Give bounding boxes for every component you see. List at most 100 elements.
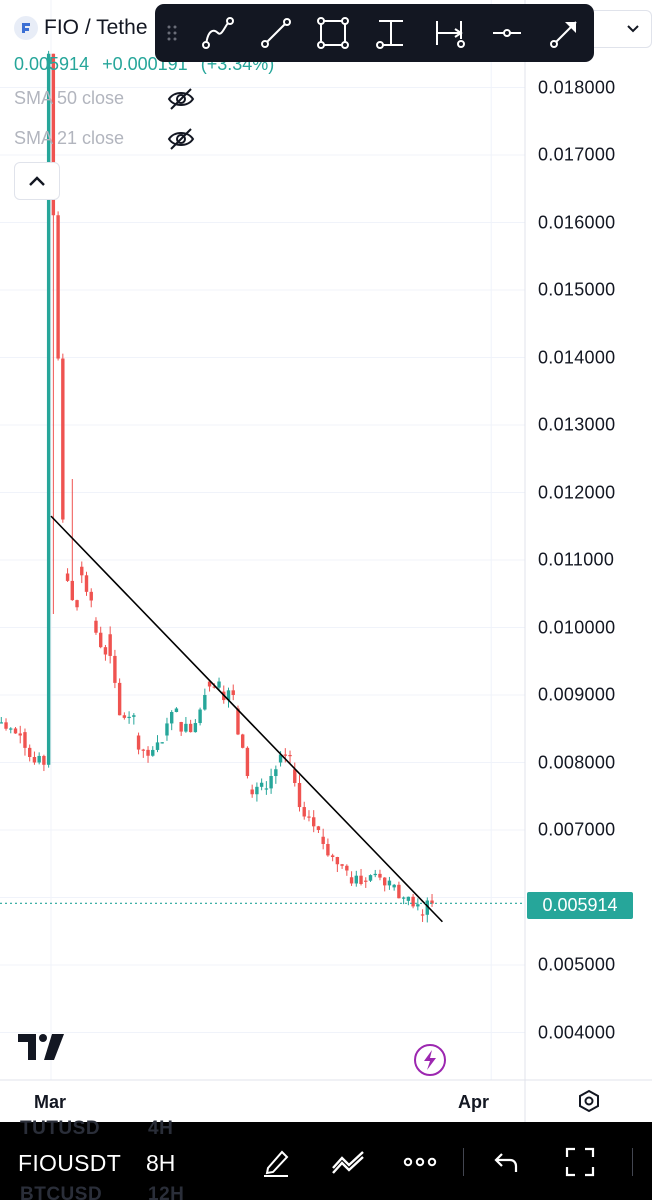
price-tick-label: 0.013000 <box>538 414 616 435</box>
candle-body <box>293 769 297 783</box>
candle-body <box>236 708 240 735</box>
price-range-icon <box>376 20 404 49</box>
symbol-selector[interactable]: FIOUSDT <box>18 1150 122 1176</box>
candle-body <box>345 865 349 871</box>
more-dots-icon <box>403 1157 437 1167</box>
eye-off-icon[interactable] <box>166 86 196 112</box>
candle-body <box>430 900 434 904</box>
draw-button[interactable] <box>256 1142 296 1182</box>
chart-pane[interactable]: FIO / Tethe 0.005914 +0.000191 (+3.34%) … <box>0 0 652 1122</box>
candle-body <box>241 734 245 748</box>
indicator-sma-21[interactable]: SMA 21 close <box>14 128 124 149</box>
candle-body <box>250 789 254 795</box>
indicator-sma-50[interactable]: SMA 50 close <box>14 88 124 109</box>
trend-line-button[interactable] <box>247 4 305 62</box>
undo-button[interactable] <box>486 1142 526 1182</box>
candle-body <box>307 816 311 818</box>
candle-body <box>259 782 264 787</box>
price-tick-label: 0.005000 <box>538 954 616 975</box>
candle-body <box>51 53 56 216</box>
candle-body <box>122 715 127 718</box>
settings-hexagon-icon <box>579 1089 599 1113</box>
time-axis-label: Mar <box>34 1092 67 1112</box>
candle-body <box>288 754 292 757</box>
price-tick-label: 0.009000 <box>538 684 616 705</box>
candle-body <box>269 776 273 789</box>
candle-body <box>207 681 212 687</box>
price-tick-label: 0.008000 <box>538 752 616 772</box>
price-tick-label: 0.014000 <box>538 347 616 367</box>
candle-body <box>37 755 41 763</box>
symbol-legend[interactable]: FIO / Tethe <box>14 16 148 40</box>
ghost-interval-below: 12H <box>148 1184 185 1200</box>
candle-body <box>245 747 250 776</box>
last-price-value: 0.005914 <box>14 54 90 74</box>
candle-body <box>401 897 406 899</box>
candle-body <box>340 864 344 866</box>
drag-handle-icon[interactable] <box>155 4 189 62</box>
candle-body <box>65 573 70 581</box>
candle-body <box>84 575 89 592</box>
more-button[interactable] <box>400 1142 440 1182</box>
candle-body <box>141 749 145 751</box>
interval-selector[interactable]: 8H <box>146 1150 176 1176</box>
last-price-label: 0.005914 <box>527 892 633 919</box>
price-tick-label: 0.018000 <box>538 77 616 97</box>
candle-body <box>0 722 4 724</box>
drawing-toolbar[interactable] <box>155 4 594 62</box>
rectangle-button[interactable] <box>305 4 363 62</box>
candle-body <box>103 647 108 655</box>
arrow-tool-icon <box>549 21 577 48</box>
symbol-title: FIO / Tethe <box>44 16 148 39</box>
candle-body <box>378 873 382 878</box>
indicators-button[interactable] <box>328 1142 368 1182</box>
candle-body <box>151 749 155 756</box>
price-tick-label: 0.007000 <box>538 819 616 840</box>
pen-icon <box>264 1150 289 1177</box>
candle-body <box>226 690 231 701</box>
chart-type-dropdown[interactable] <box>594 10 652 48</box>
ghost-symbol-below: BTCUSD <box>20 1184 103 1200</box>
candle-body <box>136 735 141 750</box>
candle-body <box>198 709 202 724</box>
candle-body <box>278 754 283 763</box>
eye-off-icon[interactable] <box>166 126 196 152</box>
candle-body <box>9 728 13 730</box>
path-tool-icon <box>201 17 234 49</box>
bottom-toolbar: TUTUSD 4H BTCUSD 12H <box>0 1118 652 1200</box>
price-tick-label: 0.016000 <box>538 212 616 232</box>
trend-line-drawing <box>50 515 443 923</box>
fullscreen-button[interactable] <box>560 1142 600 1182</box>
ghost-interval-above: 4H <box>148 1118 174 1139</box>
chevron-down-icon <box>627 25 639 33</box>
price-range-button[interactable] <box>362 4 420 62</box>
candle-body <box>274 769 278 777</box>
candle-body <box>108 634 112 656</box>
quick-action-button[interactable] <box>414 1044 446 1076</box>
candle-body <box>80 566 84 576</box>
collapse-legend-button[interactable] <box>14 162 60 200</box>
candle-body <box>406 896 411 901</box>
candle-body <box>127 716 131 719</box>
date-range-button[interactable] <box>420 4 478 62</box>
candle-body <box>212 686 216 688</box>
date-range-icon <box>436 21 466 48</box>
candle-body <box>359 875 363 884</box>
candle-body <box>330 855 335 857</box>
candle-body <box>387 880 392 886</box>
indicator-label: SMA 21 close <box>14 128 125 148</box>
candle-body <box>321 836 325 844</box>
path-tool-button[interactable] <box>189 4 247 62</box>
arrow-tool-button[interactable] <box>536 4 594 62</box>
chart-settings-button[interactable] <box>574 1086 604 1116</box>
candle-body <box>56 215 60 359</box>
horizontal-ray-button[interactable] <box>478 4 536 62</box>
candle-body <box>312 817 316 827</box>
candle-body <box>264 788 269 790</box>
candlestick-chart[interactable] <box>0 0 652 1122</box>
lightning-bolt-icon <box>424 1050 436 1070</box>
candle-body <box>203 695 207 710</box>
fio-logo-icon <box>14 16 38 40</box>
indicators-icon <box>332 1151 364 1174</box>
candle-body <box>425 900 429 915</box>
